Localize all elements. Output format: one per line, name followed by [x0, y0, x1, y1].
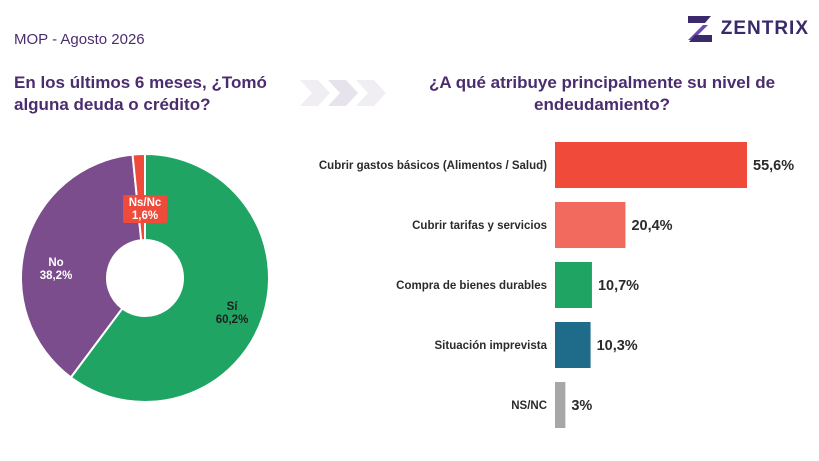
bar-category-label: NS/NC	[511, 400, 547, 412]
pie-label-1: No	[48, 257, 63, 269]
bar	[555, 202, 626, 248]
bar	[555, 382, 566, 428]
bar	[555, 262, 592, 308]
zentrix-logo: ZENTRIX	[685, 12, 809, 46]
pie-value-1: 38,2%	[40, 270, 73, 282]
bar-value-label: 20,4%	[631, 218, 672, 234]
bar-category-label: Cubrir gastos básicos (Alimentos / Salud…	[319, 160, 547, 172]
zentrix-logo-icon	[687, 16, 712, 42]
logo-text: ZENTRIX	[720, 18, 809, 39]
chevron-arrows-icon	[300, 80, 386, 106]
bar-value-label: 10,3%	[597, 338, 638, 354]
bar-category-label: Compra de bienes durables	[396, 280, 547, 292]
pie-slice-no	[20, 153, 143, 379]
bar-value-label: 3%	[571, 398, 592, 414]
pie-label-bg	[123, 195, 167, 223]
right-question-title: ¿A qué atribuye principalmente su nivel …	[428, 73, 776, 114]
left-question-title: En los últimos 6 meses, ¿Tomó alguna deu…	[14, 73, 267, 114]
bar-category-label: Situación imprevista	[435, 340, 548, 352]
pie-label-0: Sí	[227, 301, 239, 313]
survey-date: MOP - Agosto 2026	[14, 31, 145, 48]
debt-cause-bar-chart: Cubrir gastos básicos (Alimentos / Salud…	[319, 142, 794, 428]
pie-label-2: Ns/Nc	[129, 197, 162, 209]
pie-slice-sí	[69, 152, 270, 403]
bar-value-label: 10,7%	[598, 278, 639, 294]
pie-value-2: 1,6%	[132, 210, 158, 222]
bar	[555, 142, 747, 188]
bar	[555, 322, 591, 368]
bar-category-label: Cubrir tarifas y servicios	[412, 220, 547, 232]
bar-value-label: 55,6%	[753, 158, 794, 174]
pie-value-0: 60,2%	[216, 314, 249, 326]
